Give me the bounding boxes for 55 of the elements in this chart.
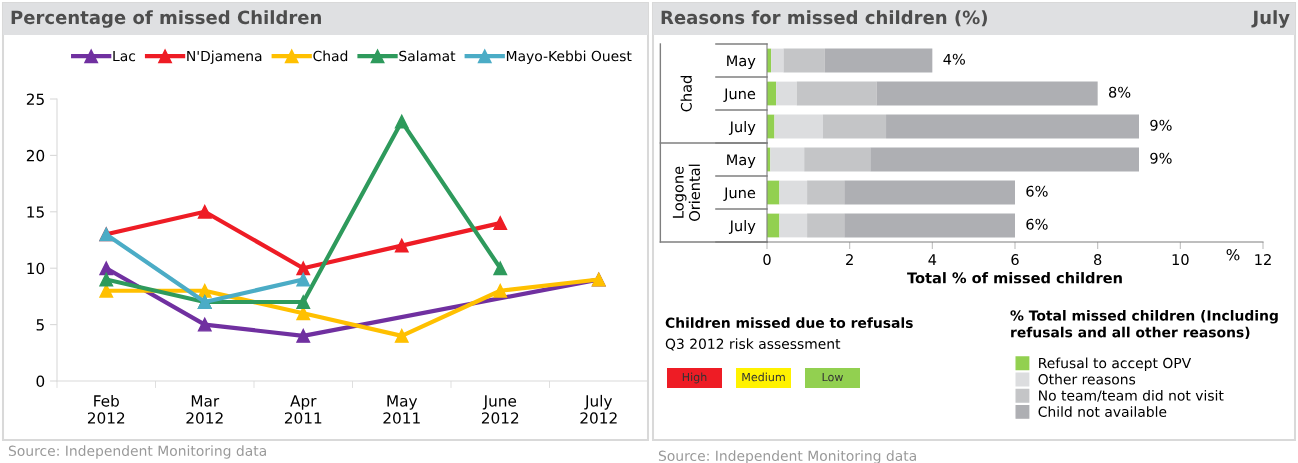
y-tick-label: June bbox=[723, 88, 756, 102]
text: Q3 2012 risk assessment bbox=[665, 338, 841, 351]
y-tick-label: 25 bbox=[26, 93, 44, 106]
x-tick-label: 8 bbox=[1094, 254, 1102, 266]
y-tick-label: 15 bbox=[27, 206, 44, 218]
chart-subtitle: July bbox=[1251, 10, 1290, 28]
x-tick-label: 2 bbox=[846, 254, 853, 265]
legend-label: Lac bbox=[113, 50, 136, 62]
total-label: 6% bbox=[1026, 218, 1048, 230]
legend-label: Other reasons bbox=[1038, 373, 1136, 385]
y-tick-label: 5 bbox=[36, 319, 44, 331]
legend-label: Refusal to accept OPV bbox=[1039, 357, 1192, 371]
legend-label: Mayo-Kebbi Ouest bbox=[506, 50, 632, 64]
text: Children missed due to refusals bbox=[665, 317, 913, 329]
legend-label: N'Djamena bbox=[187, 50, 262, 64]
legend-label: Child not available bbox=[1038, 406, 1167, 417]
y-tick-label: 10 bbox=[27, 262, 45, 275]
source-note: Source: Independent Monitoring data bbox=[8, 445, 266, 459]
text: % bbox=[1226, 248, 1240, 261]
x-tick-label: May 2011 bbox=[383, 395, 420, 424]
y-tick-label: 20 bbox=[26, 149, 45, 162]
total-label: 4% bbox=[943, 53, 965, 65]
total-label: 8% bbox=[1108, 86, 1131, 98]
y-tick-label: July bbox=[728, 120, 756, 136]
x-tick-label: 0 bbox=[763, 254, 771, 266]
y-tick-label: May bbox=[727, 55, 756, 70]
x-tick-label: Apr 2011 bbox=[284, 395, 322, 424]
y-tick-label: 0 bbox=[36, 375, 45, 388]
x-axis-title: Total % of missed children bbox=[907, 272, 1122, 284]
legend-label: No team/team did not visit bbox=[1039, 389, 1224, 402]
x-tick-label: 4 bbox=[928, 254, 937, 265]
legend-label: Salamat bbox=[399, 50, 456, 62]
category-label: Low bbox=[822, 372, 843, 382]
x-tick-label: June 2012 bbox=[481, 395, 519, 424]
x-tick-label: Mar 2012 bbox=[186, 395, 223, 424]
legend-label: Chad bbox=[313, 50, 348, 62]
total-label: 9% bbox=[1150, 152, 1172, 164]
category-label: Medium bbox=[742, 372, 785, 382]
x-tick-label: 10 bbox=[1172, 254, 1189, 266]
legend-title: % Total missed children (Including refusals and all other reasons) bbox=[1010, 310, 1278, 340]
total-label: 9% bbox=[1150, 119, 1172, 131]
x-tick-label: Feb 2012 bbox=[87, 394, 125, 424]
category-label: High bbox=[682, 372, 707, 384]
text: Logone Oriental bbox=[672, 164, 701, 221]
x-tick-label: 6 bbox=[1011, 254, 1019, 266]
chart-title: Percentage of missed Children bbox=[11, 10, 321, 28]
chart-title: Reasons for missed children (%) bbox=[661, 10, 987, 27]
y-tick-label: June bbox=[723, 187, 756, 201]
total-label: 6% bbox=[1026, 185, 1048, 197]
y-tick-label: July bbox=[728, 219, 756, 235]
text: Chad bbox=[680, 76, 692, 112]
x-tick-label: 12 bbox=[1255, 254, 1271, 265]
y-tick-label: May bbox=[727, 154, 756, 169]
x-tick-label: July 2012 bbox=[580, 394, 617, 424]
source-note: Source: Independent Monitoring data bbox=[658, 450, 916, 463]
